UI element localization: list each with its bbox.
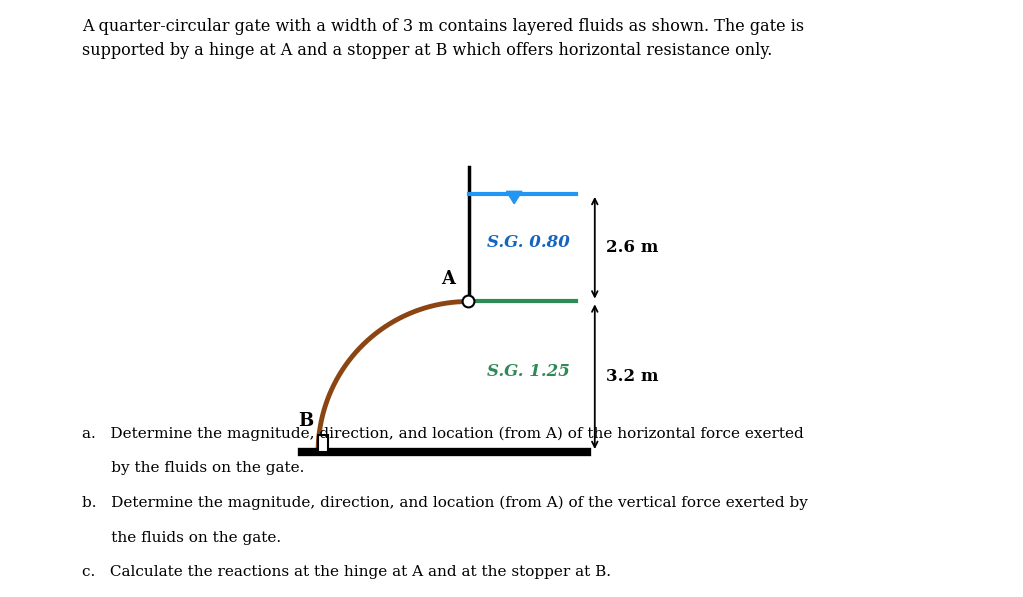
- Text: supported by a hinge at A and a stopper at B which offers horizontal resistance : supported by a hinge at A and a stopper …: [82, 42, 772, 59]
- Text: B: B: [299, 413, 314, 430]
- Text: by the fluids on the gate.: by the fluids on the gate.: [82, 461, 304, 475]
- Text: c.   Calculate the reactions at the hinge at A and at the stopper at B.: c. Calculate the reactions at the hinge …: [82, 565, 611, 579]
- Text: A: A: [441, 270, 455, 288]
- Text: b.   Determine the magnitude, direction, and location (from A) of the vertical f: b. Determine the magnitude, direction, a…: [82, 496, 808, 510]
- Text: 2.6 m: 2.6 m: [606, 239, 658, 256]
- Text: A quarter-circular gate with a width of 3 m contains layered fluids as shown. Th: A quarter-circular gate with a width of …: [82, 18, 804, 35]
- Circle shape: [462, 296, 475, 307]
- Text: S.G. 0.80: S.G. 0.80: [487, 234, 570, 251]
- Text: 3.2 m: 3.2 m: [606, 368, 658, 385]
- Text: S.G. 1.25: S.G. 1.25: [487, 363, 570, 380]
- Polygon shape: [506, 192, 522, 204]
- Text: a.   Determine the magnitude, direction, and location (from A) of the horizontal: a. Determine the magnitude, direction, a…: [82, 427, 804, 441]
- Text: the fluids on the gate.: the fluids on the gate.: [82, 531, 281, 544]
- Bar: [318, 435, 327, 452]
